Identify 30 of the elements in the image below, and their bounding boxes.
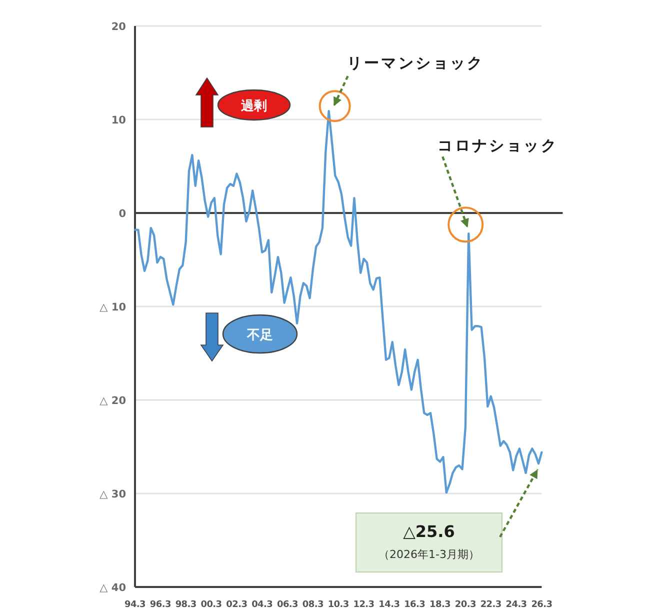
x-tick-label: 08.3 (302, 600, 324, 610)
x-tick-label: 12.3 (353, 600, 374, 610)
annotation: 不足 (246, 328, 273, 343)
x-tick-label: 94.3 (124, 600, 146, 610)
x-tick-label: 14.3 (378, 600, 400, 610)
x-tick-label: 24.3 (506, 600, 527, 610)
annotation: コロナショック (438, 136, 558, 155)
x-tick-label: 22.3 (480, 600, 502, 610)
y-tick-label: △ 10 (100, 301, 126, 314)
y-tick-label: 20 (111, 20, 126, 33)
x-tick-label: 10.3 (328, 600, 349, 610)
x-tick-label: 16.3 (404, 600, 426, 610)
annotation: 過剰 (240, 98, 267, 114)
annotation: （2026年1-3月期） (378, 548, 480, 561)
x-tick-label: 20.3 (454, 600, 476, 610)
x-tick-label: 18.3 (430, 600, 451, 610)
x-tick-label: 98.3 (175, 600, 196, 610)
y-tick-label: △ 30 (100, 488, 126, 500)
annotation: △25.6 (403, 522, 455, 541)
x-tick-label: 96.3 (150, 600, 171, 610)
annotation: リーマンショック (346, 54, 484, 72)
y-tick-label: △ 40 (100, 582, 126, 594)
x-tick-label: 04.3 (252, 600, 273, 610)
y-tick-label: 0 (118, 208, 126, 220)
x-tick-label: 02.3 (226, 600, 248, 610)
x-tick-label: 26.3 (531, 600, 552, 610)
y-tick-label: △ 20 (100, 394, 126, 407)
y-tick-label: 10 (111, 114, 126, 126)
x-tick-label: 00.3 (200, 600, 222, 610)
x-tick-label: 06.3 (277, 600, 298, 610)
